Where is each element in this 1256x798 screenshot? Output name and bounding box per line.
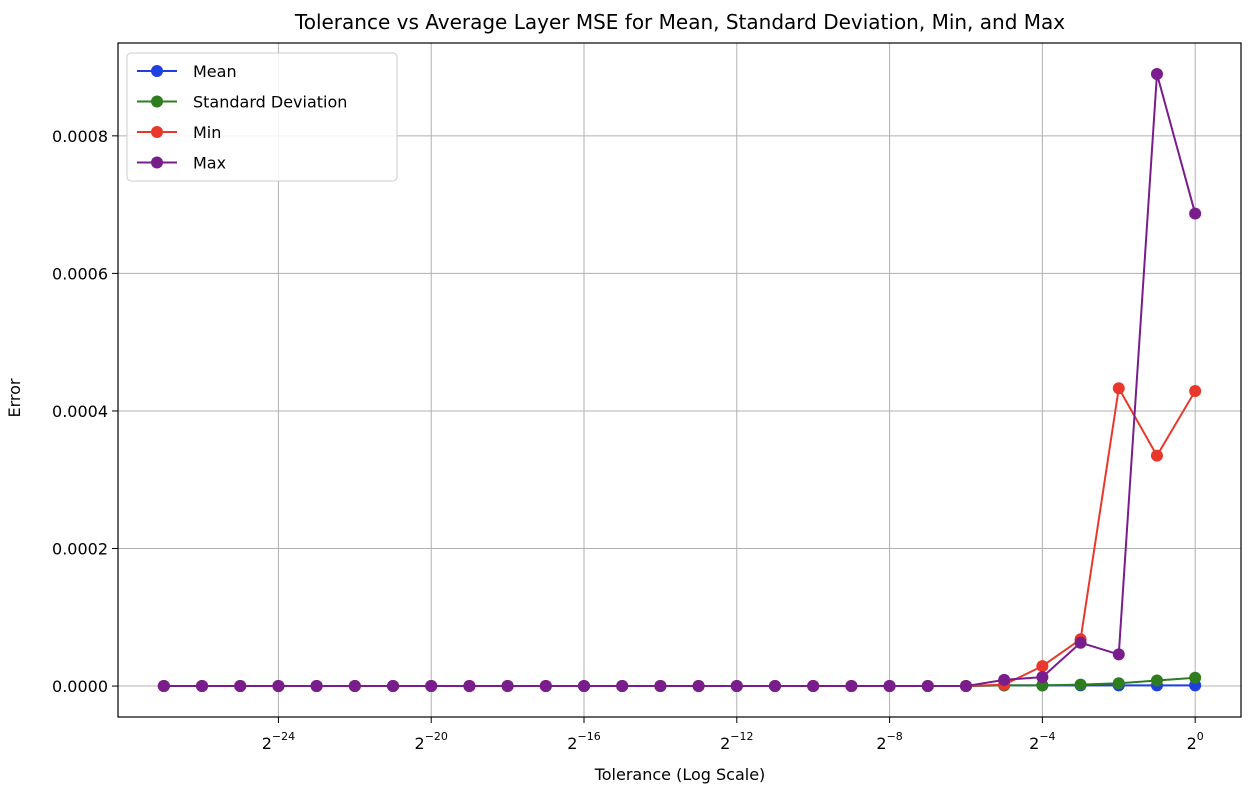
- data-point: [196, 680, 209, 693]
- series-line: [163, 72, 1197, 688]
- data-point: [654, 680, 667, 693]
- data-point: [1074, 678, 1087, 691]
- x-tick-base: 2: [876, 734, 886, 753]
- data-point: [539, 680, 552, 693]
- data-point: [959, 680, 972, 693]
- x-tick-base: 2: [415, 734, 425, 753]
- x-tick-exponent: 0: [1197, 730, 1204, 743]
- data-point: [348, 680, 361, 693]
- data-point: [883, 680, 896, 693]
- data-point: [387, 680, 400, 693]
- legend-item: Mean: [137, 62, 237, 81]
- data-point: [1036, 671, 1049, 684]
- x-axis-label: Tolerance (Log Scale): [594, 765, 766, 784]
- data-point: [272, 680, 285, 693]
- y-tick-label: 0.0002: [52, 540, 108, 559]
- data-point: [425, 680, 438, 693]
- data-point: [730, 680, 743, 693]
- data-point: [157, 680, 170, 693]
- data-point: [1036, 679, 1049, 692]
- plot-frame: [117, 42, 1242, 718]
- x-tick-base: 2: [262, 734, 272, 753]
- y-tick-label: 0.0000: [52, 677, 108, 696]
- legend-label: Min: [193, 123, 221, 142]
- x-tick-exponent: −16: [577, 730, 600, 743]
- data-point: [1112, 648, 1125, 661]
- legend-item: Min: [137, 123, 221, 142]
- x-tick-label: 2−4: [1029, 730, 1055, 753]
- data-point: [310, 680, 323, 693]
- data-point: [1074, 636, 1087, 649]
- data-point: [921, 680, 934, 693]
- series-max: [157, 67, 1202, 693]
- legend: Mean Standard Deviation Min Max: [126, 52, 398, 182]
- data-point: [463, 680, 476, 693]
- data-point: [1112, 382, 1125, 395]
- legend-box: [126, 52, 398, 182]
- legend-label: Mean: [193, 62, 237, 81]
- x-tick-base: 2: [720, 734, 730, 753]
- legend-item: Max: [137, 154, 226, 173]
- y-tick-label: 0.0008: [52, 127, 108, 146]
- x-tick-exponent: −24: [272, 730, 295, 743]
- legend-marker: [151, 156, 163, 169]
- x-tick-label: 2−8: [876, 730, 902, 753]
- data-point: [616, 680, 629, 693]
- legend-label: Standard Deviation: [193, 93, 347, 112]
- chart-title: Tolerance vs Average Layer MSE for Mean,…: [294, 10, 1065, 34]
- legend-marker: [151, 65, 163, 77]
- data-point: [1189, 385, 1202, 398]
- x-tick-label: 2−16: [567, 730, 600, 753]
- legend-marker: [151, 126, 163, 138]
- x-tick-label: 20: [1187, 730, 1204, 753]
- x-axis-ticks: 2−24 2−20 2−16 2−12 2−8 2−4 20: [262, 717, 1204, 753]
- x-tick-base: 2: [1187, 734, 1197, 753]
- data-point: [807, 680, 820, 693]
- data-point: [768, 680, 781, 693]
- legend-marker: [151, 95, 163, 108]
- x-tick-label: 2−20: [415, 730, 448, 753]
- y-tick-label: 0.0004: [52, 402, 108, 421]
- x-tick-exponent: −8: [887, 730, 903, 743]
- x-tick-exponent: −12: [730, 730, 753, 743]
- y-axis-ticks: 0.0000 0.0002 0.0004 0.0006 0.0008: [52, 127, 118, 696]
- x-tick-exponent: −4: [1039, 730, 1055, 743]
- x-tick-base: 2: [1029, 734, 1039, 753]
- x-tick-label: 2−24: [262, 730, 295, 753]
- x-tick-base: 2: [567, 734, 577, 753]
- data-point: [1150, 449, 1163, 462]
- x-tick-label: 2−12: [720, 730, 753, 753]
- y-tick-label: 0.0006: [52, 264, 108, 283]
- x-tick-exponent: −20: [425, 730, 448, 743]
- legend-item: Standard Deviation: [137, 93, 347, 112]
- data-point: [1189, 671, 1202, 684]
- y-axis-label: Error: [5, 378, 24, 417]
- data-point: [1112, 677, 1125, 690]
- data-point: [845, 680, 858, 693]
- data-point: [1189, 207, 1202, 220]
- data-point: [1036, 660, 1049, 673]
- data-point: [998, 673, 1011, 686]
- series-layer: [157, 67, 1202, 693]
- data-point: [578, 680, 591, 693]
- data-point: [692, 680, 705, 693]
- data-point: [234, 680, 247, 693]
- data-point: [501, 680, 514, 693]
- legend-label: Max: [193, 154, 226, 173]
- data-point: [1150, 674, 1163, 687]
- data-point: [1150, 67, 1163, 80]
